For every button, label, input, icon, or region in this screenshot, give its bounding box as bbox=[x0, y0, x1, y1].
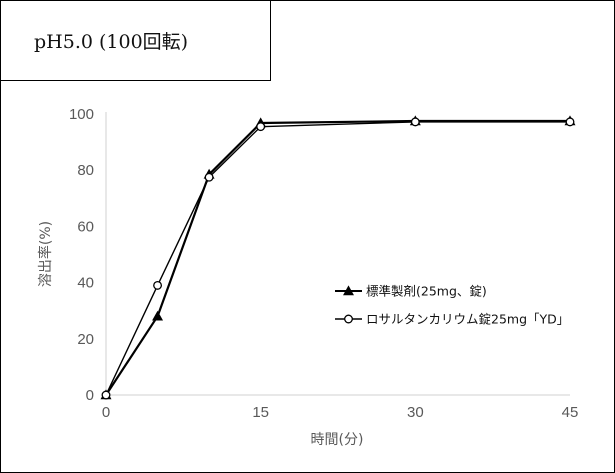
data-point-series-1 bbox=[152, 310, 164, 321]
x-tick-label: 0 bbox=[102, 404, 110, 421]
chart-title-box: pH5.0 (100回転) bbox=[0, 0, 271, 81]
x-tick-label: 30 bbox=[407, 404, 424, 421]
tick-labels: 0 20 40 60 80 100 0 15 30 45 bbox=[69, 106, 578, 421]
legend-label-2: ロサルタンカリウム錠25mg「YD」 bbox=[366, 312, 569, 327]
data-point-series-2 bbox=[101, 390, 111, 400]
x-tick-label: 45 bbox=[562, 404, 579, 421]
y-tick-label: 60 bbox=[77, 218, 94, 235]
series-lines bbox=[105, 119, 570, 396]
y-tick-label: 40 bbox=[77, 275, 94, 292]
data-point-series-2 bbox=[565, 117, 575, 127]
legend: 標準製剤(25mg、錠) ロサルタンカリウム錠25mg「YD」 bbox=[335, 284, 569, 327]
x-tick-label: 15 bbox=[252, 404, 269, 421]
series-line-1 bbox=[105, 119, 570, 396]
data-point-series-2 bbox=[410, 117, 420, 127]
legend-label-1: 標準製剤(25mg、錠) bbox=[366, 284, 487, 299]
y-tick-label: 100 bbox=[69, 106, 94, 123]
legend-marker-1 bbox=[343, 285, 354, 296]
data-point-series-2 bbox=[256, 122, 266, 132]
series-line-2 bbox=[105, 121, 570, 396]
series-markers bbox=[100, 115, 576, 400]
y-tick-label: 0 bbox=[86, 387, 94, 404]
y-tick-label: 20 bbox=[77, 331, 94, 348]
chart-title: pH5.0 (100回転) bbox=[34, 30, 189, 53]
axes bbox=[105, 112, 570, 396]
data-point-series-2 bbox=[204, 172, 214, 182]
legend-marker-2 bbox=[344, 314, 353, 324]
x-axis-label: 時間(分) bbox=[311, 432, 364, 448]
data-point-series-2 bbox=[153, 280, 163, 290]
y-tick-label: 80 bbox=[77, 162, 94, 179]
y-axis-label: 溶出率(%) bbox=[37, 221, 54, 287]
